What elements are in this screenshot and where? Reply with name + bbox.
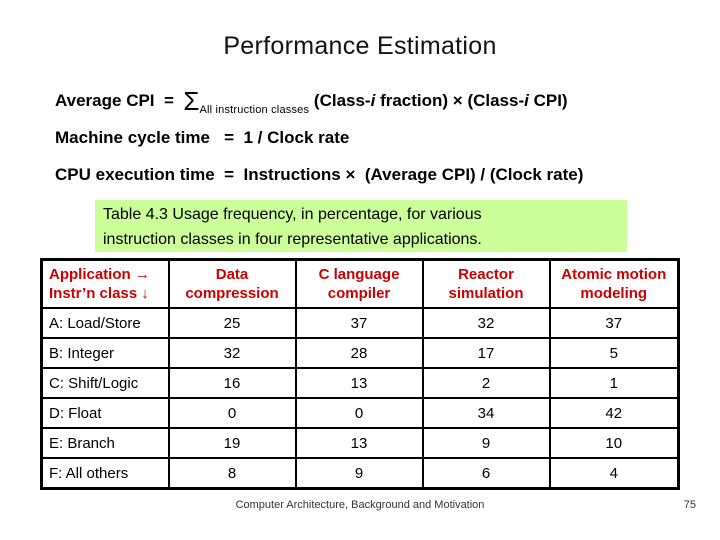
column-header: Reactor simulation: [421, 258, 551, 309]
data-cell: 17: [421, 337, 551, 369]
data-cell: 2: [421, 367, 551, 399]
data-cell: 8: [167, 457, 297, 490]
column-header: Data compression: [167, 258, 297, 309]
row-label: B: Integer: [40, 337, 170, 369]
formula-segment: CPI): [528, 91, 568, 110]
formula-segment: (Class-: [309, 91, 371, 110]
formula-lhs: Average CPI =: [55, 91, 184, 110]
table-caption: Table 4.3 Usage frequency, in percentage…: [95, 200, 627, 252]
footer-text: Computer Architecture, Background and Mo…: [235, 499, 485, 511]
page-number: 75: [683, 499, 696, 511]
data-cell: 0: [167, 397, 297, 429]
data-cell: 13: [294, 427, 424, 459]
formula-average-cpi: Average CPI = ΣAll instruction classes (…: [55, 86, 568, 117]
data-cell: 32: [167, 337, 297, 369]
row-label: C: Shift/Logic: [40, 367, 170, 399]
column-header: C language compiler: [294, 258, 424, 309]
column-header: Atomic motion modeling: [548, 258, 680, 309]
row-label: A: Load/Store: [40, 307, 170, 339]
data-cell: 9: [421, 427, 551, 459]
formula-segment: fraction) × (Class-: [375, 91, 525, 110]
formula-cpu-execution-time: CPU execution time = Instructions × (Ave…: [55, 165, 584, 184]
data-cell: 32: [421, 307, 551, 339]
table-row: F: All others 8 9 6 4: [40, 457, 680, 490]
table-body: Application → Instr’n class ↓ Data compr…: [40, 258, 680, 490]
data-cell: 28: [294, 337, 424, 369]
table-row: A: Load/Store 25 37 32 37: [40, 307, 680, 339]
row-label: F: All others: [40, 457, 170, 490]
data-cell: 16: [167, 367, 297, 399]
data-cell: 42: [548, 397, 680, 429]
class-i-variable: i: [524, 91, 529, 110]
sigma-symbol: Σ: [183, 86, 200, 116]
table-row: B: Integer 32 28 17 5: [40, 337, 680, 369]
corner-cell: Application → Instr’n class ↓: [40, 258, 170, 309]
sigma-subscript: All instruction classes: [199, 104, 310, 116]
data-cell: 34: [421, 397, 551, 429]
data-cell: 1: [548, 367, 680, 399]
data-cell: 25: [167, 307, 297, 339]
table-row: C: Shift/Logic 16 13 2 1: [40, 367, 680, 399]
data-cell: 5: [548, 337, 680, 369]
table-row: D: Float 0 0 34 42: [40, 397, 680, 429]
table-header-row: Application → Instr’n class ↓ Data compr…: [40, 258, 680, 309]
data-cell: 37: [294, 307, 424, 339]
data-cell: 19: [167, 427, 297, 459]
data-cell: 9: [294, 457, 424, 490]
row-label: D: Float: [40, 397, 170, 429]
data-cell: 37: [548, 307, 680, 339]
instruction-frequency-table: Application → Instr’n class ↓ Data compr…: [40, 258, 680, 490]
formula-machine-cycle-time: Machine cycle time = 1 / Clock rate: [55, 128, 350, 147]
data-cell: 6: [421, 457, 551, 490]
table-row: E: Branch 19 13 9 10: [40, 427, 680, 459]
row-label: E: Branch: [40, 427, 170, 459]
slide-title: Performance Estimation: [223, 32, 497, 60]
data-cell: 0: [294, 397, 424, 429]
data-cell: 10: [548, 427, 680, 459]
data-cell: 4: [548, 457, 680, 490]
data-cell: 13: [294, 367, 424, 399]
class-i-variable: i: [370, 91, 376, 110]
